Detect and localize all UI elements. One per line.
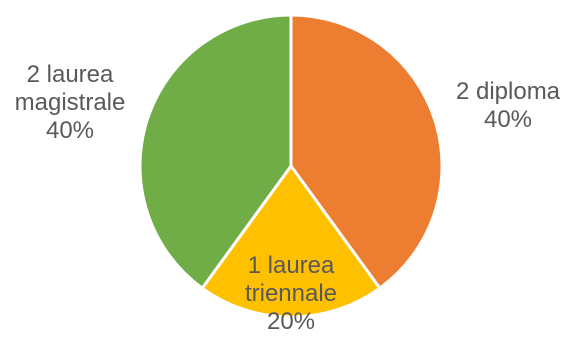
category-label: triennale [245, 280, 337, 307]
pie-labels: 2 diploma 40%1 laurea triennale 20%2 laurea… [15, 61, 561, 335]
percent-label: 20% [267, 308, 315, 335]
category-label: 1 laurea [248, 252, 335, 279]
slice-laurea-triennale-label: 1 laurea triennale 20% [245, 252, 337, 335]
slice-laurea-magistrale [138, 13, 293, 290]
slice-laurea-triennale [200, 164, 382, 319]
slice-diploma-label: 2 diploma 40% [456, 78, 561, 133]
slice-diploma [289, 13, 444, 290]
percent-label: 40% [46, 117, 94, 144]
pie-slices [138, 13, 444, 319]
category-label: 2 laurea [27, 61, 114, 88]
percent-label: 40% [484, 106, 532, 133]
category-label: magistrale [15, 89, 126, 116]
slice-laurea-magistrale-label: 2 laurea magistrale 40% [15, 61, 126, 144]
category-label: 2 diploma [456, 78, 561, 105]
